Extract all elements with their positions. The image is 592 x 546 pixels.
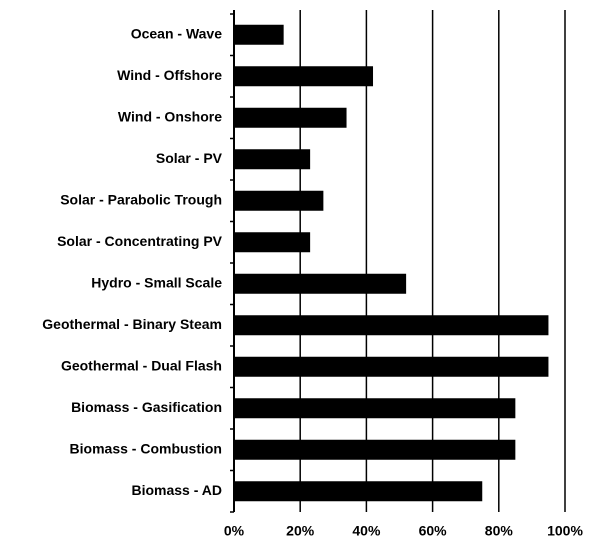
- bar: [234, 398, 516, 419]
- x-tick-label: 0%: [224, 523, 245, 539]
- y-tick-label: Solar - Concentrating PV: [57, 233, 223, 249]
- y-tick-label: Hydro - Small Scale: [91, 274, 222, 290]
- y-tick-label: Wind - Offshore: [117, 67, 222, 83]
- bar: [234, 481, 483, 502]
- bar: [234, 107, 347, 128]
- bar: [234, 232, 311, 253]
- x-tick-label: 40%: [352, 523, 381, 539]
- x-tick-label: 20%: [286, 523, 315, 539]
- y-tick-label: Wind - Onshore: [118, 108, 222, 124]
- bar: [234, 190, 324, 211]
- y-tick-label: Geothermal - Dual Flash: [61, 357, 222, 373]
- bar: [234, 439, 516, 460]
- bar: [234, 24, 284, 45]
- bar: [234, 273, 407, 294]
- x-tick-label: 80%: [485, 523, 514, 539]
- y-tick-label: Geothermal - Binary Steam: [42, 316, 222, 332]
- x-tick-label: 60%: [419, 523, 448, 539]
- bar: [234, 315, 549, 336]
- y-tick-label: Biomass - AD: [131, 482, 222, 498]
- y-tick-label: Ocean - Wave: [131, 25, 223, 41]
- bar: [234, 66, 374, 87]
- x-tick-label: 100%: [547, 523, 583, 539]
- y-tick-label: Solar - PV: [156, 150, 223, 166]
- y-tick-label: Biomass - Gasification: [71, 399, 222, 415]
- bar: [234, 149, 311, 170]
- y-tick-label: Solar - Parabolic Trough: [60, 191, 222, 207]
- y-tick-label: Biomass - Combustion: [70, 440, 222, 456]
- bar: [234, 356, 549, 377]
